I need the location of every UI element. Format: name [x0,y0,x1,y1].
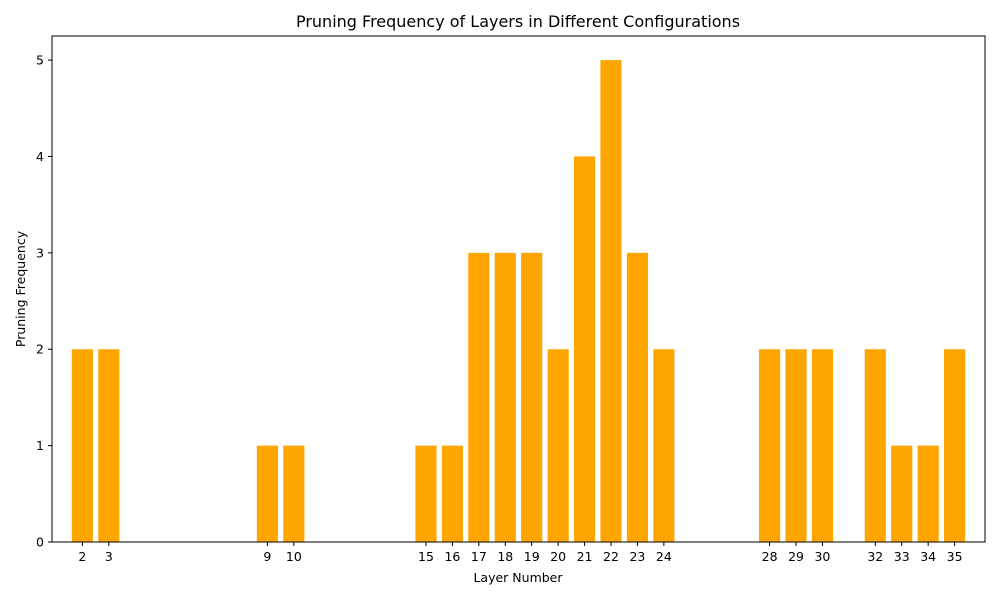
y-tick-label: 2 [36,342,44,357]
y-axis-label: Pruning Frequency [13,230,28,347]
x-tick-label: 29 [788,549,804,564]
chart-title: Pruning Frequency of Layers in Different… [296,12,740,31]
x-tick-label: 32 [867,549,883,564]
bar-layer-24 [653,349,675,542]
x-tick-label: 21 [577,549,593,564]
x-tick-label: 19 [524,549,540,564]
bar-layer-32 [864,349,886,542]
x-tick-label: 30 [814,549,830,564]
x-tick-label: 20 [550,549,566,564]
bar-layer-10 [283,445,305,542]
x-tick-label: 10 [286,549,302,564]
bars-group [71,60,966,542]
x-tick-label: 3 [105,549,113,564]
y-tick-label: 5 [36,53,44,68]
bar-layer-22 [600,60,622,542]
bar-layer-21 [574,156,596,542]
x-tick-label: 15 [418,549,434,564]
bar-layer-19 [521,252,543,542]
bar-layer-16 [441,445,463,542]
x-tick-label: 23 [629,549,645,564]
bar-layer-30 [811,349,834,542]
x-tick-label: 9 [263,549,271,564]
x-axis-label: Layer Number [473,570,563,585]
x-tick-label: 28 [762,549,778,564]
x-tick-label: 24 [656,549,672,564]
x-tick-label: 18 [497,549,513,564]
y-tick-label: 1 [36,438,44,453]
x-tick-label: 34 [920,549,936,564]
x-tick-label: 2 [78,549,86,564]
bar-layer-34 [917,445,939,542]
bar-layer-9 [256,445,278,542]
bar-layer-2 [71,349,93,542]
x-tick-label: 16 [444,549,460,564]
y-tick-label: 3 [36,245,44,260]
bar-layer-15 [415,445,437,542]
y-tick-label: 0 [36,535,44,550]
bar-layer-35 [944,349,966,542]
bar-layer-29 [785,349,807,542]
x-tick-label: 33 [894,549,910,564]
plot-frame [51,35,986,543]
bar-layer-17 [468,252,490,542]
bar-layer-3 [98,349,120,542]
x-tick-label: 17 [471,549,487,564]
y-axis-ticks: 0 1 2 3 4 5 [36,53,52,550]
x-tick-label: 35 [947,549,963,564]
bar-layer-18 [494,252,516,542]
x-axis-ticks: 2 3 9 10 15 16 17 18 19 20 21 22 23 24 28 29 30 32 33 34 35 [78,542,963,564]
bar-layer-23 [626,252,649,542]
y-tick-label: 4 [36,149,44,164]
x-tick-label: 22 [603,549,619,564]
bar-layer-28 [759,349,781,542]
bar-layer-33 [891,445,913,542]
bar-layer-20 [547,349,569,542]
